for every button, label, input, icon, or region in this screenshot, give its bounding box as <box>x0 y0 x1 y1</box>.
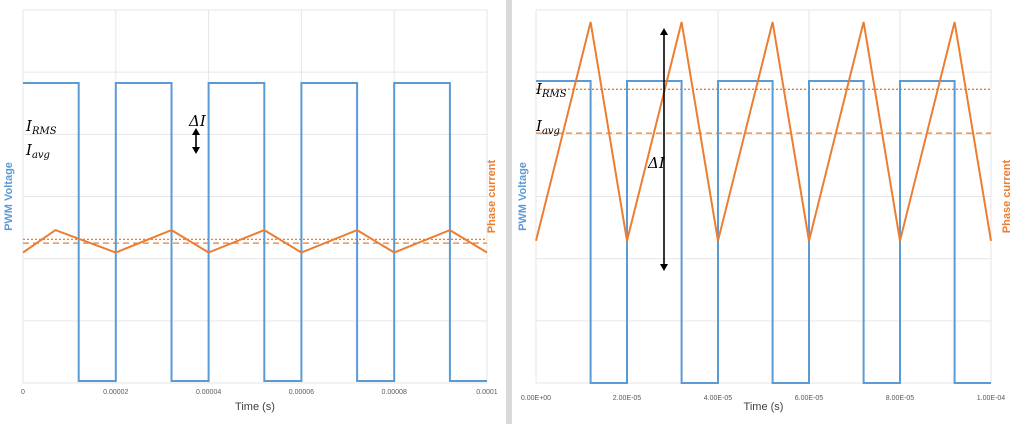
x-tick-label: 2.00E-05 <box>613 395 642 402</box>
x-axis-title: Time (s) <box>235 401 275 413</box>
y-axis-title-right: Phase current <box>486 159 498 233</box>
x-tick-label: 0.00006 <box>289 389 314 396</box>
y-axis-title-left: PWM Voltage <box>517 162 529 231</box>
x-tick-label: 0 <box>21 389 25 396</box>
x-tick-label: 0.00E+00 <box>521 395 551 402</box>
x-tick-label: 0.00004 <box>196 389 221 396</box>
delta-arrow-head-down <box>192 147 200 154</box>
iavg-annotation: Iavg <box>25 141 50 161</box>
chart-right-svg: 0.00E+00 2.00E-05 4.00E-05 6.00E-05 8.00E-05… <box>517 9 1013 413</box>
pwm-voltage-series <box>536 80 991 384</box>
delta-arrow-head-up <box>192 128 200 135</box>
chart-panel-left: 0 0.00002 0.00004 0.00006 0.00008 0.0001 Time … <box>0 0 506 424</box>
delta-i-annotation: ΔI <box>188 112 207 130</box>
panel-divider <box>506 0 512 424</box>
phase-current-series <box>535 21 992 242</box>
y-axis-title-right: Phase current <box>1001 159 1013 233</box>
irms-annotation: IRMS <box>25 117 57 137</box>
iavg-annotation: Iavg <box>535 117 560 137</box>
chart-left-svg: 0 0.00002 0.00004 0.00006 0.00008 0.0001 Time … <box>3 9 498 413</box>
y-axis-title-left: PWM Voltage <box>3 162 15 231</box>
x-tick-label: 0.0001 <box>476 389 498 396</box>
x-tick-label: 0.00008 <box>382 389 407 396</box>
x-tick-label: 8.00E-05 <box>886 395 915 402</box>
x-tick-label: 4.00E-05 <box>704 395 733 402</box>
pwm-voltage-series <box>23 82 487 382</box>
x-tick-label: 1.00E-04 <box>977 395 1006 402</box>
delta-i-annotation: ΔI <box>647 154 666 172</box>
delta-arrow-head-up <box>660 28 668 35</box>
x-axis-title: Time (s) <box>744 401 784 413</box>
irms-annotation: IRMS <box>535 80 567 100</box>
x-tick-label: 0.00002 <box>103 389 128 396</box>
phase-current-series <box>22 228 488 254</box>
delta-arrow-head-down <box>660 264 668 271</box>
x-tick-label: 6.00E-05 <box>795 395 824 402</box>
chart-panel-right: 0.00E+00 2.00E-05 4.00E-05 6.00E-05 8.00E-05… <box>512 0 1024 424</box>
